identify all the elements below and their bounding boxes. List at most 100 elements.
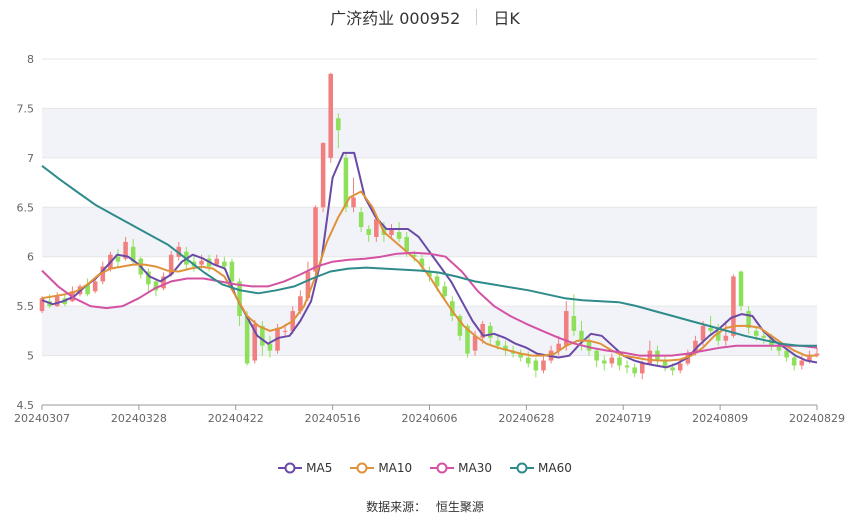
candle-body <box>586 340 592 351</box>
candle-body <box>609 357 615 364</box>
x-axis: 20240307 20240328 20240422 20240516 20240606… <box>14 404 845 425</box>
candle-body <box>419 258 425 267</box>
candle-body <box>807 355 812 361</box>
candle-body <box>434 276 440 287</box>
candle-body <box>814 353 820 356</box>
candle-body <box>85 284 90 295</box>
y-tick-label: 7.5 <box>17 102 35 115</box>
candle-body <box>533 360 539 371</box>
candle-body <box>556 343 561 351</box>
candle-body <box>123 241 128 259</box>
candle-body <box>222 261 227 267</box>
y-tick-label: 6 <box>27 251 34 264</box>
candle-body <box>457 316 463 336</box>
candle-body <box>639 363 645 374</box>
candle-body <box>746 311 751 328</box>
legend-marker-icon <box>278 462 303 474</box>
candle-body <box>571 316 577 331</box>
candle-body <box>442 286 447 297</box>
candle-body <box>723 335 729 341</box>
candle-body <box>328 73 334 158</box>
candle-body <box>343 157 349 208</box>
candle-body <box>404 236 409 252</box>
candle-body <box>715 330 721 341</box>
candle-body <box>115 256 121 262</box>
candle-body <box>39 298 45 312</box>
candle-body <box>495 340 501 346</box>
x-tick-label: 20240719 <box>595 412 651 425</box>
chart-title: 广济药业 000952 日K <box>0 6 850 28</box>
legend-item-ma10[interactable]: MA10 <box>350 461 412 475</box>
candle-body <box>130 246 136 262</box>
candle-body <box>252 323 258 361</box>
candle-body <box>753 330 759 336</box>
candle-body <box>260 325 265 346</box>
candle-body <box>693 340 698 354</box>
candle-body <box>374 219 379 237</box>
candle-body <box>632 367 637 374</box>
candlestick-chart[interactable]: 4.5 5 5.5 6 6.5 7 7.5 8 20240307 20240328 2024042… <box>0 0 850 440</box>
x-tick-label: 20240628 <box>498 412 554 425</box>
legend-label: MA60 <box>538 461 572 475</box>
candle-body <box>358 212 364 228</box>
ma-line-ma10 <box>41 190 817 362</box>
candle-body <box>237 281 242 317</box>
candle-body <box>601 360 607 364</box>
candle-body <box>153 281 159 291</box>
candle-body <box>670 367 675 371</box>
legend-marker-icon <box>350 462 375 474</box>
candle-body <box>305 271 311 299</box>
candle-body <box>480 323 485 338</box>
candle-body <box>594 350 599 361</box>
candle-body <box>761 335 767 338</box>
candle-body <box>146 271 151 285</box>
background-bands <box>42 108 817 356</box>
candle-body <box>244 316 250 364</box>
candle-body <box>708 327 713 331</box>
legend-item-ma30[interactable]: MA30 <box>430 461 492 475</box>
candle-body <box>100 266 106 282</box>
candle-body <box>214 258 220 265</box>
y-tick-label: 5 <box>27 350 34 363</box>
candle-body <box>450 301 455 317</box>
candle-body <box>472 335 478 351</box>
legend-item-ma5[interactable]: MA5 <box>278 461 332 475</box>
candle-body <box>412 254 417 257</box>
candle-body <box>313 207 318 272</box>
candle-body <box>168 254 174 275</box>
candle-body <box>662 360 668 368</box>
legend-marker-icon <box>510 462 535 474</box>
candle-body <box>518 353 523 358</box>
y-tick-label: 8 <box>27 53 34 66</box>
chart-title-name: 广济药业 000952 <box>330 9 461 28</box>
candle-body <box>320 143 326 208</box>
moving-average-lines <box>41 151 818 369</box>
candle-body <box>784 350 789 358</box>
y-tick-label: 7 <box>27 152 34 165</box>
x-tick-label: 20240307 <box>14 412 70 425</box>
legend-label: MA5 <box>306 461 333 475</box>
y-axis: 4.5 5 5.5 6 6.5 7 7.5 8 <box>17 53 35 412</box>
candle-body <box>54 296 60 307</box>
candle-body <box>579 330 584 341</box>
candle-body <box>776 345 782 351</box>
candle-body <box>267 343 273 351</box>
data-source: 数据来源： 恒生聚源 <box>0 498 850 515</box>
title-separator <box>476 9 478 25</box>
legend-item-ma60[interactable]: MA60 <box>510 461 572 475</box>
candle-body <box>677 363 683 371</box>
data-source-value: 恒生聚源 <box>435 500 484 514</box>
candle-body <box>199 260 204 265</box>
candle-body <box>427 271 432 277</box>
legend-marker-icon <box>430 462 455 474</box>
x-tick-label: 20240516 <box>305 412 361 425</box>
band <box>42 306 817 356</box>
candle-body <box>389 229 394 235</box>
y-tick-label: 5.5 <box>17 300 35 313</box>
candle-body <box>92 281 98 292</box>
legend-label: MA30 <box>458 461 493 475</box>
band <box>42 207 817 257</box>
band <box>42 108 817 158</box>
x-tick-label: 20240422 <box>208 412 264 425</box>
x-tick-label: 20240606 <box>402 412 458 425</box>
